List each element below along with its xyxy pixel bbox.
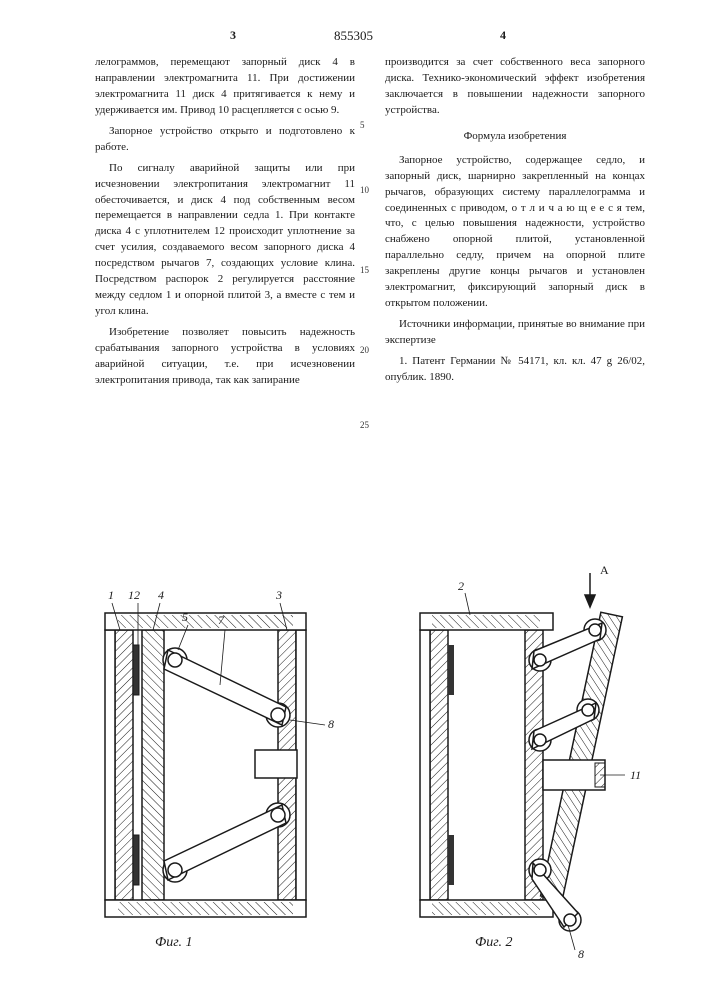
- ref-number-7: 7: [218, 613, 224, 628]
- figure-2-drawing: [390, 565, 670, 965]
- paragraph: лелограммов, перемещают запорный диск 4 …: [95, 55, 355, 119]
- paragraph: По сигналу аварийной защиты или при исче…: [95, 161, 355, 320]
- line-marker: 5: [360, 120, 365, 130]
- line-marker: 25: [360, 420, 369, 430]
- paragraph: Изобретение позволяет повысить надежност…: [95, 325, 355, 389]
- ref-number-5: 5: [182, 610, 188, 625]
- ref-number-2: 2: [458, 579, 464, 594]
- figure-1-drawing: [30, 575, 350, 955]
- claim-heading: Формула изобретения: [385, 129, 645, 145]
- ref-number-12: 12: [128, 588, 140, 603]
- ref-number-11: 11: [630, 768, 641, 783]
- page-number-left: 3: [230, 28, 236, 43]
- ref-number-8b: 8: [578, 947, 584, 962]
- figure-1-label: Фиг. 1: [155, 935, 193, 951]
- patent-number: 855305: [334, 28, 373, 44]
- line-marker: 10: [360, 185, 369, 195]
- figure-2-label: Фиг. 2: [475, 935, 513, 951]
- figures-region: 1 12 4 5 7 3 8 Фиг. 1: [0, 555, 707, 975]
- paragraph: производится за счет собственного веса з…: [385, 55, 645, 119]
- sources-body: 1. Патент Германии № 54171, кл. кл. 47 g…: [385, 354, 645, 386]
- ref-number-3: 3: [276, 588, 282, 603]
- ref-number-8: 8: [328, 717, 334, 732]
- ref-number-4: 4: [158, 588, 164, 603]
- line-marker: 15: [360, 265, 369, 275]
- ref-number-A: A: [600, 563, 609, 578]
- claim-body: Запорное устройство, содержащее седло, и…: [385, 153, 645, 312]
- line-marker: 20: [360, 345, 369, 355]
- paragraph: Запорное устройство открыто и подготовле…: [95, 124, 355, 156]
- text-column-right: производится за счет собственного веса з…: [385, 55, 645, 391]
- page-number-right: 4: [500, 28, 506, 43]
- ref-number-1: 1: [108, 588, 114, 603]
- sources-heading: Источники информации, принятые во вниман…: [385, 317, 645, 349]
- text-column-left: лелограммов, перемещают запорный диск 4 …: [95, 55, 355, 394]
